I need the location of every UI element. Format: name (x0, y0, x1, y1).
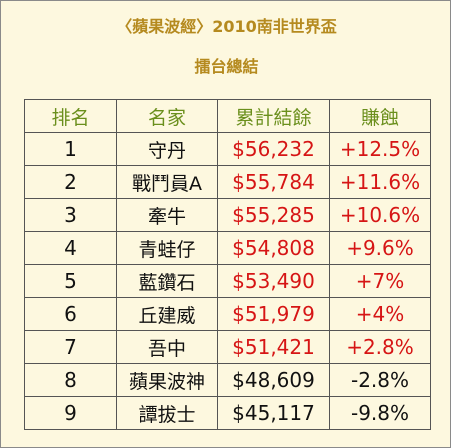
rank-cell: 5 (24, 264, 117, 298)
rank-cell: 7 (24, 330, 117, 364)
name-cell: 牽牛 (116, 198, 218, 232)
change-cell: +11.6% (329, 165, 431, 199)
header-change: 賺蝕 (329, 99, 431, 133)
rank-cell: 8 (24, 363, 117, 397)
change-cell: +2.8% (329, 330, 431, 364)
balance-cell: $56,232 (217, 132, 330, 166)
table-row: 4 青蛙仔 $54,808 +9.6% (24, 231, 431, 265)
change-cell: +10.6% (329, 198, 431, 232)
balance-cell: $51,421 (217, 330, 330, 364)
table-row: 7 吾中 $51,421 +2.8% (24, 330, 431, 364)
change-cell: +4% (329, 297, 431, 331)
name-cell: 蘋果波神 (116, 363, 218, 397)
name-cell: 守丹 (116, 132, 218, 166)
rank-cell: 3 (24, 198, 117, 232)
table-row: 3 牽牛 $55,285 +10.6% (24, 198, 431, 232)
table-row: 5 藍鑽石 $53,490 +7% (24, 264, 431, 298)
balance-cell: $55,784 (217, 165, 330, 199)
balance-cell: $51,979 (217, 297, 330, 331)
name-cell: 丘建威 (116, 297, 218, 331)
page-title: 〈蘋果波經〉2010南非世界盃 (116, 17, 337, 36)
balance-cell: $48,609 (217, 363, 330, 397)
change-cell: +7% (329, 264, 431, 298)
table-header-row: 排名 名家 累計結餘 賺蝕 (24, 99, 431, 133)
header-rank: 排名 (24, 99, 117, 133)
change-cell: -9.8% (329, 396, 431, 430)
table-row: 8 蘋果波神 $48,609 -2.8% (24, 363, 431, 397)
balance-cell: $55,285 (217, 198, 330, 232)
change-cell: +12.5% (329, 132, 431, 166)
name-cell: 譚拔士 (116, 396, 218, 430)
name-cell: 戰鬥員A (116, 165, 218, 199)
page-subtitle: 擂台總結 (194, 57, 259, 76)
balance-cell: $45,117 (217, 396, 330, 430)
table-row: 2 戰鬥員A $55,784 +11.6% (24, 165, 431, 199)
header-name: 名家 (116, 99, 218, 133)
name-cell: 藍鑽石 (116, 264, 218, 298)
table-row: 1 守丹 $56,232 +12.5% (24, 132, 431, 166)
name-cell: 吾中 (116, 330, 218, 364)
rank-cell: 2 (24, 165, 117, 199)
results-table: 排名 名家 累計結餘 賺蝕 1 守丹 $56,232 +12.5% 2 戰鬥員A $55,7… (24, 99, 431, 430)
change-cell: +9.6% (329, 231, 431, 265)
change-cell: -2.8% (329, 363, 431, 397)
rank-cell: 6 (24, 297, 117, 331)
balance-cell: $53,490 (217, 264, 330, 298)
name-cell: 青蛙仔 (116, 231, 218, 265)
rank-cell: 9 (24, 396, 117, 430)
table-row: 6 丘建威 $51,979 +4% (24, 297, 431, 331)
rank-cell: 4 (24, 231, 117, 265)
table-row: 9 譚拔士 $45,117 -9.8% (24, 396, 431, 430)
rank-cell: 1 (24, 132, 117, 166)
balance-cell: $54,808 (217, 231, 330, 265)
header-balance: 累計結餘 (217, 99, 330, 133)
